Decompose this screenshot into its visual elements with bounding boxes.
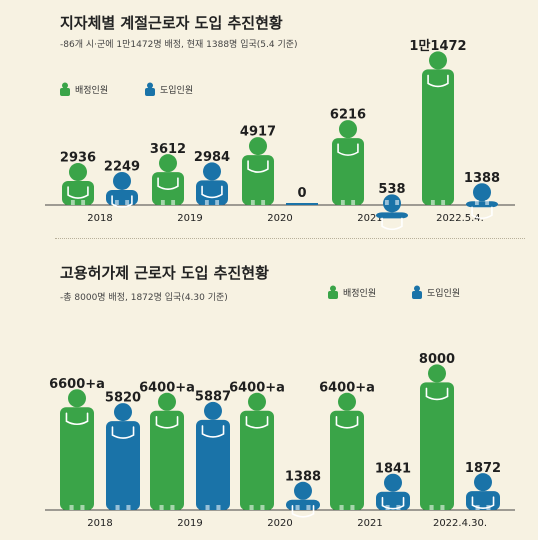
data-label-introduced: 538 (378, 182, 405, 197)
data-label-introduced: 1872 (465, 461, 501, 476)
chart2-title: 고용허가제 근로자 도입 추진현황 (60, 264, 269, 282)
data-label-introduced: 1388 (285, 469, 321, 484)
data-label-assigned: 6216 (330, 108, 366, 123)
chart1-legend-assigned: 배정인원 (58, 82, 108, 96)
x-tick-label: 2018 (87, 213, 112, 224)
data-label-assigned: 1만1472 (409, 38, 466, 54)
bar-introduced (376, 194, 408, 231)
bar-assigned (332, 120, 364, 205)
bar-assigned (240, 392, 274, 510)
bar-assigned (62, 163, 94, 205)
data-label-introduced: 1388 (464, 171, 500, 186)
x-tick-label: 2020 (267, 518, 292, 529)
farmer-green-icon (328, 285, 338, 299)
data-label-assigned: 6400+a (139, 380, 195, 395)
chart1-subtitle: -86개 시·군에 1만1472명 배정, 현재 1388명 입국(5.4 기준… (60, 40, 298, 50)
bar-introduced (376, 473, 410, 510)
farmer-blue-icon (145, 82, 155, 96)
chart2-legend-assigned: 배정인원 (326, 285, 376, 299)
bar-introduced (286, 203, 318, 205)
data-label-introduced: 5887 (195, 390, 231, 405)
data-label-assigned: 6400+a (319, 380, 375, 395)
x-tick-label: 2022.5.4. (436, 213, 484, 224)
bar-assigned (242, 137, 274, 205)
farmer-green-icon (60, 82, 70, 96)
bar-introduced (196, 162, 228, 205)
data-label-introduced: 2984 (194, 150, 230, 165)
bar-assigned (152, 154, 184, 205)
chart1-legend-assigned-label: 배정인원 (75, 85, 109, 96)
bar-introduced (466, 183, 498, 220)
chart2-legend-introduced-label: 도입인원 (427, 288, 461, 299)
chart1-plot: 2018 2936 2249 2019 3612 2984 2020 4917 0 2021 621… (45, 38, 515, 231)
data-label-introduced: 0 (297, 186, 306, 201)
section-divider (55, 238, 525, 239)
data-label-introduced: 2249 (104, 160, 140, 175)
chart2-legend-introduced: 도입인원 (410, 285, 460, 299)
x-tick-label: 2019 (177, 213, 202, 224)
data-label-introduced: 1841 (375, 461, 411, 476)
data-label-assigned: 6600+a (49, 377, 105, 392)
x-tick-label: 2018 (87, 518, 112, 529)
x-tick-label: 2022.4.30. (433, 518, 487, 529)
x-tick-label: 2021 (357, 518, 382, 529)
bar-introduced (106, 403, 140, 510)
bar-assigned (60, 389, 94, 510)
bar-introduced (106, 171, 138, 208)
data-label-assigned: 2936 (60, 151, 96, 166)
x-tick-label: 2019 (177, 518, 202, 529)
data-label-assigned: 6400+a (229, 380, 285, 395)
data-label-assigned: 3612 (150, 142, 186, 157)
bar-introduced (196, 401, 230, 510)
farmer-blue-icon (412, 285, 422, 299)
data-label-introduced: 5820 (105, 391, 141, 406)
x-tick-label: 2020 (267, 213, 292, 224)
bar-introduced (466, 473, 500, 510)
x-tick-label: 2021 (357, 213, 382, 224)
bar-assigned (330, 392, 364, 510)
chart1-legend-introduced: 도입인원 (143, 82, 193, 96)
chart1-legend-introduced-label: 도입인원 (160, 85, 194, 96)
chart2-legend-assigned-label: 배정인원 (343, 288, 377, 299)
chart1-title: 지자체별 계절근로자 도입 추진현황 (60, 14, 283, 32)
bar-introduced (286, 481, 320, 518)
bar-assigned (420, 364, 454, 510)
chart2-subtitle: -총 8000명 배정, 1872명 입국(4.30 기준) (60, 293, 228, 303)
data-label-assigned: 4917 (240, 125, 276, 140)
bar-assigned (150, 392, 184, 510)
bar-assigned (422, 51, 454, 206)
data-label-assigned: 8000 (419, 352, 455, 367)
